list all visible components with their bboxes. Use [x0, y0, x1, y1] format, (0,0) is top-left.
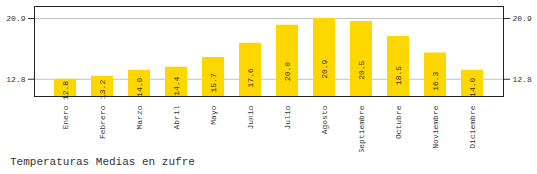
svg-text:18.5: 18.5	[394, 66, 403, 85]
svg-text:20.9: 20.9	[6, 14, 25, 23]
svg-text:14.0: 14.0	[135, 78, 144, 97]
svg-text:20.9: 20.9	[513, 14, 532, 23]
svg-text:Julio: Julio	[283, 105, 292, 129]
svg-text:Diciembre: Diciembre	[468, 105, 477, 148]
svg-text:16.3: 16.3	[431, 71, 440, 90]
svg-text:Octubre: Octubre	[394, 105, 403, 139]
svg-text:12.8: 12.8	[513, 75, 532, 84]
svg-text:Agosto: Agosto	[320, 105, 329, 134]
svg-text:15.7: 15.7	[209, 73, 218, 92]
svg-text:Marzo: Marzo	[135, 105, 144, 129]
svg-text:Febrero: Febrero	[98, 105, 107, 139]
svg-text:14.4: 14.4	[172, 76, 181, 95]
svg-text:Junio: Junio	[246, 105, 255, 129]
svg-text:13.2: 13.2	[98, 79, 108, 99]
svg-text:Enero: Enero	[61, 105, 70, 129]
svg-text:20.0: 20.0	[283, 62, 292, 81]
svg-text:14.0: 14.0	[468, 78, 477, 97]
svg-text:20.5: 20.5	[357, 60, 366, 79]
svg-text:17.6: 17.6	[246, 68, 255, 87]
svg-text:12.8: 12.8	[61, 81, 70, 100]
svg-text:Noviembre: Noviembre	[431, 105, 440, 148]
svg-text:20.9: 20.9	[320, 59, 329, 78]
html-text:Temperaturas Medias en zufre: Temperaturas Medias en zufre	[10, 156, 195, 168]
svg-text:Mayo: Mayo	[209, 105, 218, 124]
svg-text:Septiembre: Septiembre	[357, 105, 366, 152]
svg-text:Abril: Abril	[172, 105, 181, 129]
svg-text:12.8: 12.8	[6, 75, 25, 84]
